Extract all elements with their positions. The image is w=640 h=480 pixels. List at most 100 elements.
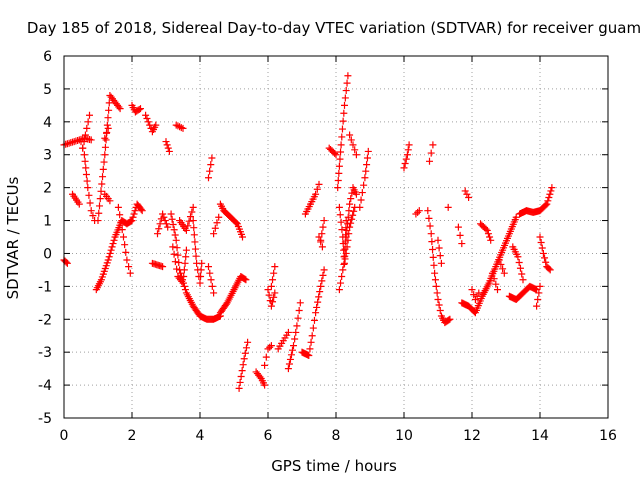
data-point [118,226,126,234]
data-point [162,138,170,146]
data-point [499,265,507,273]
data-point [105,99,113,107]
data-point [75,200,83,208]
data-point [445,316,453,324]
data-point [191,245,199,253]
data-point [310,316,318,324]
data-point [340,246,348,254]
x-axis-title: GPS time / hours [271,457,397,475]
data-point [318,230,326,238]
data-point [424,207,432,215]
data-point [104,256,112,264]
data-point [337,141,345,149]
data-point [341,252,349,260]
data-point [205,263,212,271]
data-point [142,111,150,119]
data-point [131,207,139,215]
data-point [306,345,314,353]
data-point [182,246,190,254]
data-point [99,165,107,173]
x-tick-label: 10 [395,428,413,444]
data-point [205,174,212,182]
data-point [261,381,269,389]
data-point [94,217,102,225]
data-point [305,351,313,359]
data-point [497,260,505,268]
data-point [123,256,131,264]
data-point [335,286,343,294]
data-point [121,241,129,249]
data-point [363,161,371,169]
data-point [429,246,437,254]
data-point [296,299,304,307]
data-point [331,149,339,157]
data-point [341,238,349,246]
data-point [116,105,124,113]
data-point [544,197,552,205]
data-point [352,190,360,198]
data-point [342,87,350,95]
data-point [86,111,93,119]
data-point [100,158,108,166]
y-tick-label: -2 [38,312,52,328]
data-point [115,103,123,111]
data-point [288,346,296,354]
data-series [60,72,556,392]
data-point [344,220,352,228]
data-point [458,240,466,248]
data-point [402,155,410,163]
data-point [208,154,216,162]
data-point [105,106,113,114]
data-point [336,211,344,219]
data-point [545,265,553,273]
data-point [541,254,549,262]
data-point [536,233,544,241]
data-point [295,306,303,314]
data-point [358,189,366,197]
data-point [357,196,365,204]
data-point [343,226,351,234]
y-tick-label: 5 [43,82,52,98]
data-point [213,219,221,227]
data-point [293,322,301,330]
data-point [494,286,501,294]
data-point [117,218,125,226]
data-point [519,276,527,284]
data-point [137,105,144,113]
data-point [165,147,173,155]
data-point [349,141,357,149]
data-point [180,266,188,274]
data-point [312,190,320,198]
data-point [436,252,444,260]
data-point [335,162,343,170]
x-tick-label: 6 [264,428,273,444]
data-point [335,203,343,211]
data-point [89,212,97,220]
data-point [364,147,372,155]
data-point [284,365,292,373]
data-point [345,207,353,215]
data-point [461,187,469,195]
data-point [482,225,490,233]
data-point [538,244,546,252]
data-point [104,124,112,132]
data-point [516,264,524,272]
data-point [287,351,295,359]
data-point [241,349,249,357]
data-point [431,276,439,284]
data-point [415,207,423,215]
data-point [362,167,370,175]
data-point [454,223,462,231]
data-point [164,223,172,231]
data-point [128,217,136,225]
data-point [267,302,275,310]
data-point [159,263,167,271]
data-point [284,328,292,336]
data-point [426,157,433,165]
data-point [180,282,188,290]
data-point [471,296,479,304]
data-point [127,217,135,225]
data-point [105,253,113,261]
data-point [318,277,326,285]
data-point [162,220,170,228]
